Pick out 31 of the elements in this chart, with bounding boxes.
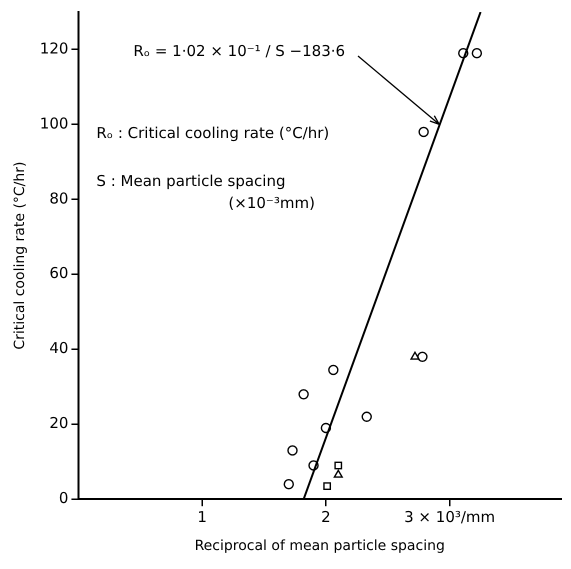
- point: [308, 460, 319, 471]
- y-tick-label: 40: [49, 339, 68, 358]
- point: [458, 48, 468, 58]
- y-tick-label: 20: [49, 414, 68, 432]
- point: [410, 352, 420, 360]
- point: [362, 412, 372, 422]
- point: [284, 479, 294, 490]
- y-tick-label: 0: [58, 489, 68, 508]
- annotation: Rₒ = 1·02 × 10⁻¹ / S −183·6: [133, 42, 346, 60]
- point: [334, 470, 343, 478]
- x-axis-title: Reciprocal of mean particle spacing: [194, 538, 445, 554]
- point: [287, 445, 298, 456]
- x-tick-label: 2: [321, 508, 331, 526]
- point: [323, 482, 332, 490]
- point: [334, 462, 342, 470]
- point: [320, 422, 332, 434]
- x-tick-label: 3 × 10³/mm: [404, 508, 496, 526]
- y-tick-label: 60: [49, 264, 68, 282]
- annotation: Rₒ : Critical cooling rate (°C/hr): [96, 124, 330, 142]
- y-tick-label: 80: [49, 189, 68, 208]
- x-tick-label: 1: [197, 508, 207, 526]
- point: [328, 364, 339, 376]
- point: [472, 48, 482, 58]
- point: [417, 352, 428, 362]
- point: [298, 389, 309, 400]
- y-tick-label: 100: [40, 114, 68, 132]
- y-axis-title: Critical cooling rate (°C/hr): [12, 162, 28, 350]
- point: [418, 126, 429, 138]
- y-tick-label: 120: [40, 39, 68, 58]
- annotation: S : Mean particle spacing: [96, 172, 286, 190]
- annotation: (×10⁻³mm): [228, 194, 315, 212]
